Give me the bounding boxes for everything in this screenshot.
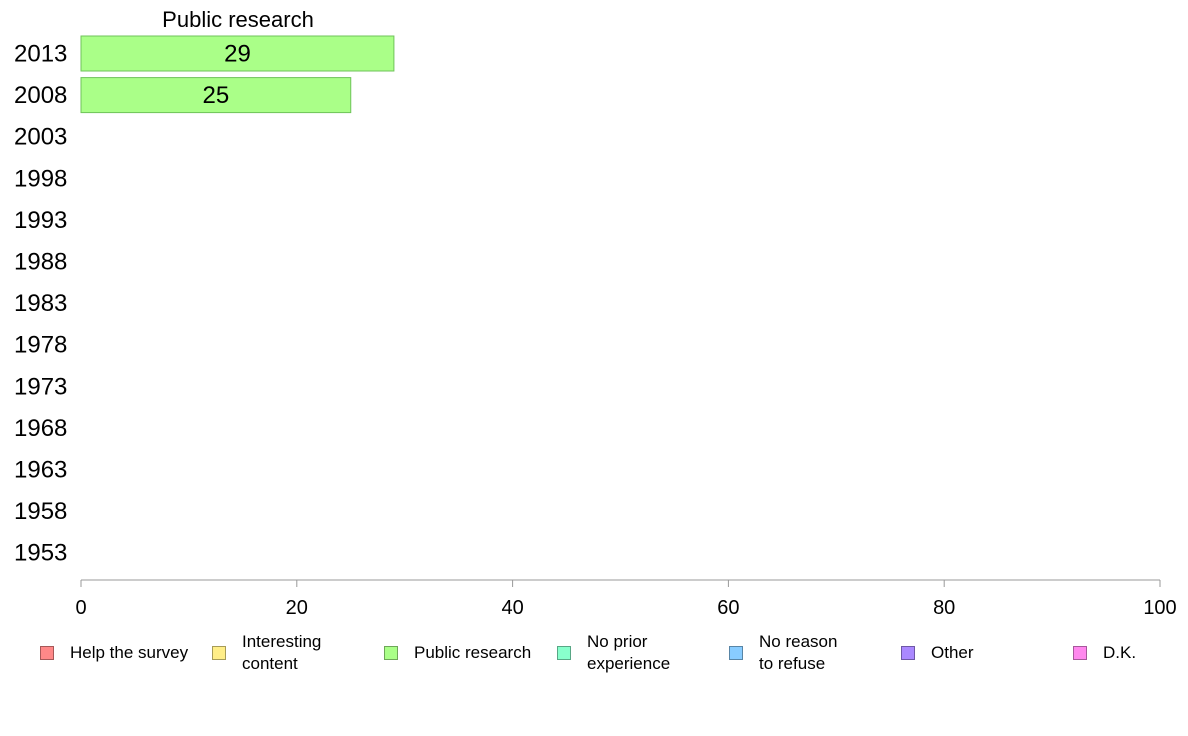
y-tick-label: 1958 <box>14 498 67 525</box>
y-tick-label: 2008 <box>14 82 67 109</box>
data-label: 29 <box>224 41 251 68</box>
legend-swatch <box>384 646 398 660</box>
legend-label: Other <box>931 643 974 662</box>
legend-swatch <box>557 646 571 660</box>
x-tick-label: 40 <box>501 597 523 619</box>
legend-item: D.K. <box>1073 628 1136 678</box>
x-tick-label: 0 <box>75 597 86 619</box>
y-tick-label: 1978 <box>14 332 67 359</box>
y-tick-label: 1998 <box>14 165 67 192</box>
bar <box>80 35 395 72</box>
legend-item: Help the survey <box>40 628 188 678</box>
legend-swatch <box>40 646 54 660</box>
y-tick-label: 2013 <box>14 41 67 68</box>
data-label: 25 <box>203 82 230 109</box>
legend-label: Interesting content <box>242 632 322 673</box>
y-tick-label: 1968 <box>14 415 67 442</box>
chart-title: Public research <box>162 7 314 32</box>
legend-swatch <box>1073 646 1087 660</box>
bar-chart: Public research 2013 2008 2003 1998 1993 1988… <box>14 7 1177 619</box>
y-tick-label: 1973 <box>14 373 67 400</box>
x-tick-label: 60 <box>717 597 739 619</box>
legend-item: Other <box>901 628 974 678</box>
x-tick-label: 100 <box>1143 597 1176 619</box>
legend-item: No prior experience <box>557 628 670 678</box>
legend-label: No prior experience <box>587 632 671 673</box>
legend-swatch <box>729 646 743 660</box>
legend-swatch <box>901 646 915 660</box>
y-tick-label: 1988 <box>14 249 67 276</box>
legend-label: No reason to refuse <box>759 632 838 673</box>
legend: Help the survey Interesting content Public… <box>0 628 1188 688</box>
y-tick-label: 2003 <box>14 124 67 151</box>
x-tick-label: 80 <box>933 597 955 619</box>
legend-swatch <box>212 646 226 660</box>
legend-item: Public research <box>384 628 531 678</box>
legend-label: D.K. <box>1103 643 1137 662</box>
y-tick-label: 1963 <box>14 457 67 484</box>
legend-label: Public research <box>414 643 532 662</box>
x-tick-label: 20 <box>286 597 308 619</box>
legend-item: Interesting content <box>212 628 321 678</box>
y-tick-label: 1993 <box>14 207 67 234</box>
legend-label: Help the survey <box>70 643 189 662</box>
bar <box>80 77 352 114</box>
y-tick-label: 1983 <box>14 290 67 317</box>
legend-item: No reason to refuse <box>729 628 837 678</box>
y-tick-label: 1953 <box>14 540 67 567</box>
